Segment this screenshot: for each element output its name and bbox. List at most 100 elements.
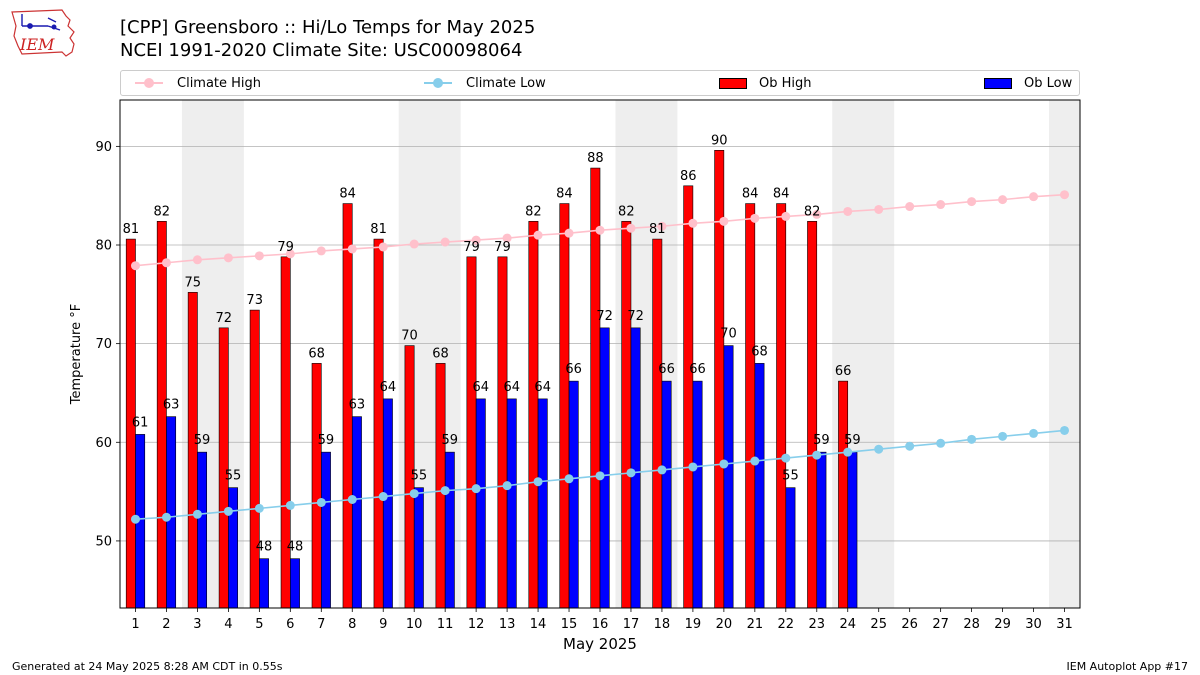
ob-high-label-7: 68 (308, 346, 325, 361)
iem-logo: IEM (11, 9, 75, 57)
ob-low-label-19: 66 (689, 362, 706, 377)
ob-high-bar-21 (745, 203, 756, 609)
ob-low-bar-16 (599, 327, 610, 609)
x-tick-label-29: 29 (994, 617, 1011, 632)
ob-low-bar-20 (723, 345, 734, 609)
x-tick-label-12: 12 (468, 617, 485, 632)
ob-high-bar-14 (528, 221, 539, 609)
climate-low-point-10 (409, 489, 419, 499)
ob-high-bar-6 (280, 256, 291, 609)
climate-high-point-19 (688, 218, 698, 228)
x-tick-label-6: 6 (286, 617, 294, 632)
ob-low-bar-6 (290, 558, 300, 609)
ob-high-label-2: 82 (154, 204, 171, 219)
ob-low-bar-3 (197, 451, 208, 609)
legend-label-ob-high: Ob High (759, 75, 812, 91)
ob-low-label-18: 66 (658, 362, 675, 377)
legend-swatch-climate-high (135, 78, 163, 88)
ob-high-label-14: 82 (525, 204, 542, 219)
climate-high-point-23 (812, 209, 822, 219)
climate-low-point-5 (254, 503, 264, 513)
x-tick-label-30: 30 (1025, 617, 1042, 632)
ob-low-label-11: 59 (442, 433, 459, 448)
climate-low-point-19 (688, 462, 698, 472)
climate-low-point-2 (161, 512, 171, 522)
x-tick-label-9: 9 (379, 617, 387, 632)
ob-low-bar-14 (537, 398, 548, 609)
climate-low-point-8 (347, 494, 357, 504)
ob-high-label-5: 73 (246, 293, 263, 308)
climate-high-point-7 (316, 246, 326, 256)
ob-low-label-20: 70 (720, 327, 737, 342)
ob-low-label-13: 64 (503, 380, 520, 395)
climate-low-point-4 (223, 506, 233, 516)
ob-low-bar-12 (475, 398, 486, 609)
ob-high-bar-5 (249, 309, 260, 609)
x-tick-label-21: 21 (747, 617, 764, 632)
x-tick-label-2: 2 (162, 617, 170, 632)
ob-high-label-1: 81 (123, 222, 140, 237)
climate-low-point-25 (874, 444, 884, 454)
ob-low-label-22: 55 (782, 469, 799, 484)
x-tick-label-20: 20 (716, 617, 733, 632)
ob-low-label-5: 48 (256, 540, 273, 555)
ob-high-label-3: 75 (185, 275, 202, 290)
ob-low-label-14: 64 (534, 380, 551, 395)
climate-high-point-14 (533, 230, 543, 240)
climate-low-point-1 (130, 514, 140, 524)
ob-high-bar-3 (187, 292, 198, 609)
climate-high-point-24 (843, 206, 853, 216)
legend-label-ob-low: Ob Low (1024, 75, 1073, 91)
x-tick-label-16: 16 (592, 617, 609, 632)
x-tick-label-31: 31 (1056, 617, 1073, 632)
x-tick-label-17: 17 (623, 617, 640, 632)
x-tick-label-28: 28 (963, 617, 980, 632)
weekend-band-5 (1049, 100, 1080, 608)
ob-high-label-10: 70 (401, 329, 418, 344)
climate-low-point-11 (440, 486, 450, 496)
climate-high-point-12 (471, 235, 481, 245)
climate-low-point-7 (316, 497, 326, 507)
climate-low-point-27 (936, 438, 946, 448)
ob-high-bar-9 (373, 238, 384, 609)
ob-high-label-16: 88 (587, 151, 604, 166)
climate-high-point-6 (285, 249, 295, 259)
ob-low-bar-19 (692, 380, 703, 609)
climate-low-point-20 (719, 459, 729, 469)
ob-low-bar-2 (166, 416, 177, 609)
y-tick-label-50: 50 (95, 534, 112, 549)
climate-high-point-30 (1029, 192, 1039, 202)
ob-low-bar-7 (320, 451, 331, 609)
ob-high-label-15: 84 (556, 187, 573, 202)
ob-low-label-12: 64 (473, 380, 490, 395)
climate-high-point-29 (998, 195, 1008, 205)
ob-low-bar-22 (785, 487, 796, 609)
climate-high-point-13 (502, 233, 512, 243)
x-axis-title: May 2025 (563, 635, 637, 653)
ob-low-bar-15 (568, 380, 579, 609)
ob-low-bar-24 (847, 451, 858, 609)
climate-high-point-28 (967, 197, 977, 207)
ob-high-label-6: 79 (277, 240, 294, 255)
ob-high-label-23: 82 (804, 204, 821, 219)
generated-note: Generated at 24 May 2025 8:28 AM CDT in … (12, 660, 283, 673)
x-tick-label-27: 27 (932, 617, 949, 632)
ob-low-label-16: 72 (596, 309, 613, 324)
chart-title: [CPP] Greensboro :: Hi/Lo Temps for May … (120, 17, 536, 38)
climate-low-point-26 (905, 441, 915, 451)
x-tick-label-26: 26 (901, 617, 918, 632)
ob-high-label-19: 86 (680, 169, 697, 184)
climate-high-point-31 (1060, 190, 1070, 200)
climate-high-point-9 (378, 242, 388, 252)
ob-high-bar-19 (683, 185, 694, 609)
climate-high-point-11 (440, 237, 450, 247)
app-credit: IEM Autoplot App #17 (1066, 660, 1189, 673)
ob-low-bar-8 (351, 416, 362, 609)
legend-label-climate-low: Climate Low (466, 75, 546, 91)
ob-high-bar-11 (435, 363, 446, 609)
climate-low-point-13 (502, 481, 512, 491)
ob-low-bar-23 (816, 451, 827, 609)
climate-low-point-3 (192, 509, 202, 519)
ob-high-bar-13 (497, 256, 508, 609)
